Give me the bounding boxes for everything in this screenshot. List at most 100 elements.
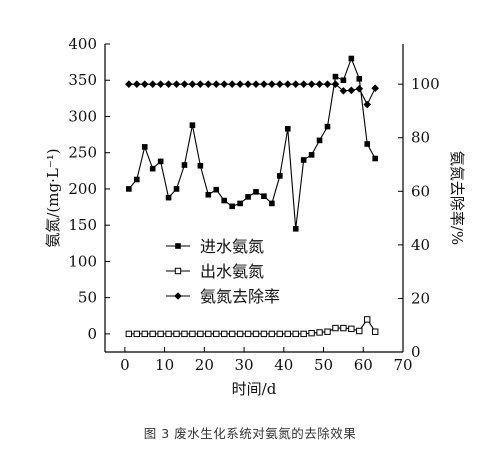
data-point (323, 80, 332, 88)
data-point (197, 162, 204, 169)
data-point (276, 330, 284, 338)
series-1 (126, 55, 378, 232)
data-point (364, 141, 371, 147)
x-tick-label: 60 (354, 356, 373, 374)
data-point (284, 125, 291, 132)
y-left-tick-label: 300 (68, 107, 97, 125)
data-point (173, 186, 180, 192)
data-point (245, 194, 251, 200)
data-point (156, 80, 165, 88)
y-left-tick-label: 100 (68, 252, 97, 270)
y-left-tick-label: 0 (87, 325, 97, 343)
data-point (132, 80, 141, 88)
data-point (228, 80, 236, 88)
x-tick-label: 30 (235, 356, 254, 374)
data-point (165, 330, 172, 338)
data-point (236, 330, 244, 338)
data-point (125, 330, 133, 338)
chart-axes: 0 10 20 30 40 50 60 700501001502002503003504000… (44, 35, 466, 398)
data-point (356, 75, 363, 82)
data-point (141, 330, 148, 338)
data-point (292, 226, 299, 232)
data-point (189, 330, 196, 338)
data-point (332, 73, 339, 80)
y-left-tick-label: 150 (68, 216, 97, 234)
x-tick-label: 40 (274, 356, 293, 374)
legend-label: 氨氮去除率 (200, 287, 280, 306)
data-point (277, 173, 283, 179)
data-point (197, 330, 204, 338)
figure-caption: 图 3 废水生化系统对氨氮的去除效果 (143, 426, 357, 441)
data-point (348, 325, 355, 333)
x-tick-label: 20 (195, 356, 214, 374)
data-point (355, 84, 364, 93)
data-point (348, 55, 355, 62)
data-point (308, 152, 315, 158)
data-point (221, 197, 227, 204)
data-point (252, 330, 260, 338)
y-right-tick-label: 80 (411, 129, 430, 147)
legend-label: 出水氨氮 (200, 262, 264, 281)
x-tick-label: 50 (314, 356, 333, 374)
data-point (141, 144, 148, 150)
legend-item: 氨氮去除率 (166, 287, 280, 306)
y-left-tick-label: 250 (68, 144, 97, 162)
y-right-tick-label: 60 (411, 182, 430, 200)
legend-marker (175, 243, 181, 249)
data-point (324, 328, 331, 335)
data-point (253, 189, 259, 195)
y-right-tick-label: 40 (411, 236, 430, 254)
data-point (220, 80, 228, 88)
data-point (149, 165, 156, 172)
data-point (244, 80, 252, 88)
y-right-tick-label: 20 (411, 289, 430, 307)
data-point (356, 327, 363, 335)
data-point (157, 158, 164, 165)
data-point (307, 80, 316, 88)
legend-item: 进水氨氮 (166, 237, 264, 256)
series-2 (125, 316, 379, 338)
data-point (173, 330, 180, 338)
y-right-tick-label: 0 (411, 343, 421, 361)
y-left-tick-label: 350 (68, 71, 97, 89)
data-point (268, 80, 276, 88)
data-point (244, 330, 252, 338)
x-tick-label: 0 (120, 356, 130, 374)
data-point (213, 330, 220, 338)
data-point (347, 86, 356, 95)
data-point (340, 324, 347, 332)
data-point (283, 80, 292, 88)
legend-item: 出水氨氮 (166, 262, 264, 281)
data-point (181, 162, 188, 168)
data-point (140, 80, 149, 88)
data-point (157, 330, 164, 338)
data-point (172, 80, 181, 88)
data-point (149, 330, 156, 338)
data-point (340, 77, 347, 84)
data-point (372, 155, 378, 162)
data-point (371, 328, 379, 335)
data-point (125, 80, 133, 88)
data-point (332, 324, 339, 332)
data-point (229, 203, 235, 210)
x-tick-label: 10 (155, 356, 174, 374)
data-point (268, 330, 276, 338)
data-point (269, 200, 275, 207)
data-point (204, 80, 213, 88)
data-point (324, 123, 331, 130)
data-point (205, 330, 212, 338)
data-point (364, 316, 371, 323)
data-point (260, 330, 268, 338)
data-point (300, 157, 307, 163)
legend-marker (174, 292, 182, 300)
data-point (228, 330, 236, 338)
data-point (276, 80, 284, 88)
data-point (299, 80, 308, 88)
data-point (205, 191, 212, 198)
legend-label: 进水氨氮 (200, 237, 264, 256)
data-point (212, 80, 221, 88)
data-point (291, 80, 300, 88)
data-point (292, 330, 299, 338)
data-point (180, 80, 189, 88)
